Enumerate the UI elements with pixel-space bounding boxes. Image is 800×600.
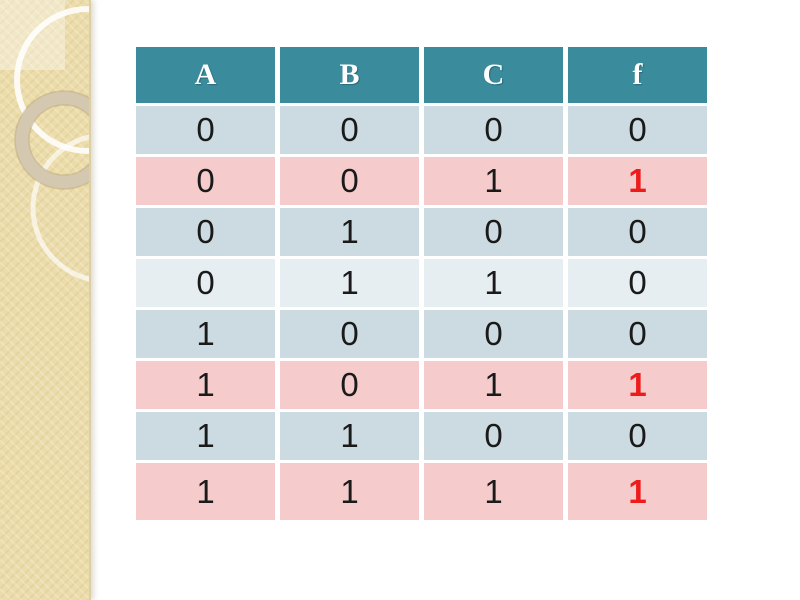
cell-a-row5: 1 (136, 310, 275, 358)
cell-c-row6: 1 (424, 361, 563, 409)
cell-a-row1: 0 (136, 106, 275, 154)
cell-c-row3: 0 (424, 208, 563, 256)
taupe-ring-outer-edge (14, 90, 89, 190)
cell-b-row5: 0 (280, 310, 419, 358)
cell-f-row8: 1 (568, 463, 707, 520)
sidebar-ornament-circles (0, 0, 89, 282)
cell-f-row3: 0 (568, 208, 707, 256)
cell-a-row6: 1 (136, 361, 275, 409)
cell-b-row3: 1 (280, 208, 419, 256)
cell-b-row4: 1 (280, 259, 419, 307)
cell-b-row2: 0 (280, 157, 419, 205)
cell-c-row7: 0 (424, 412, 563, 460)
cell-a-row2: 0 (136, 157, 275, 205)
cell-a-row7: 1 (136, 412, 275, 460)
taupe-ring-inner-edge (28, 104, 89, 176)
column-header-b: B (280, 47, 419, 103)
cell-a-row3: 0 (136, 208, 275, 256)
cell-f-row2: 1 (568, 157, 707, 205)
column-header-f: f (568, 47, 707, 103)
cell-b-row1: 0 (280, 106, 419, 154)
cell-f-row1: 0 (568, 106, 707, 154)
white-circle-top-icon (14, 6, 89, 154)
cell-c-row2: 1 (424, 157, 563, 205)
cell-c-row4: 1 (424, 259, 563, 307)
decorative-sidebar (0, 0, 91, 600)
column-header-a: A (136, 47, 275, 103)
cell-c-row1: 0 (424, 106, 563, 154)
cell-c-row5: 0 (424, 310, 563, 358)
cell-c-row8: 1 (424, 463, 563, 520)
cell-f-row4: 0 (568, 259, 707, 307)
cell-f-row6: 1 (568, 361, 707, 409)
white-circle-bottom-icon (30, 134, 89, 282)
cell-b-row7: 1 (280, 412, 419, 460)
cell-b-row6: 0 (280, 361, 419, 409)
cell-a-row4: 0 (136, 259, 275, 307)
cell-a-row8: 1 (136, 463, 275, 520)
cell-f-row5: 0 (568, 310, 707, 358)
cell-f-row7: 0 (568, 412, 707, 460)
column-header-c: C (424, 47, 563, 103)
taupe-ring-icon (15, 91, 89, 189)
cell-b-row8: 1 (280, 463, 419, 520)
